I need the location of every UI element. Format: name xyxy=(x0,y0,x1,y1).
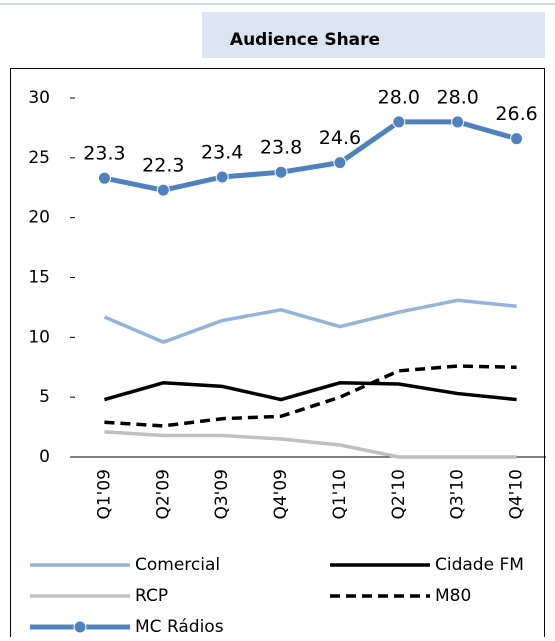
data-label: 24.6 xyxy=(319,127,361,149)
series-line xyxy=(104,430,517,459)
series-line xyxy=(103,298,517,345)
x-tick-label: Q2'10 xyxy=(389,469,409,520)
y-tick-label: 0 xyxy=(39,447,50,467)
legend-label: MC Rádios xyxy=(135,617,224,637)
data-label: 28.0 xyxy=(437,86,479,108)
title-box xyxy=(202,12,545,58)
point xyxy=(510,132,524,146)
y-tick-label: 5 xyxy=(39,387,50,407)
point xyxy=(97,171,111,185)
legend-label: M80 xyxy=(435,586,471,606)
point xyxy=(215,170,229,184)
x-tick-label: Q3'10 xyxy=(448,469,468,520)
data-label: 23.8 xyxy=(260,137,302,159)
data-label: 22.3 xyxy=(142,155,184,177)
data-label: 26.6 xyxy=(495,103,537,125)
y-tick-label: 15 xyxy=(28,268,50,288)
data-label: 23.3 xyxy=(83,143,125,165)
y-tick-label: 10 xyxy=(28,327,50,347)
legend-marker xyxy=(73,620,87,634)
legend-label: RCP xyxy=(135,586,168,606)
x-tick-label: Q3'09 xyxy=(212,469,232,520)
y-tick-label: 25 xyxy=(28,148,50,168)
series-line xyxy=(103,381,517,402)
series-line xyxy=(103,119,518,193)
point xyxy=(333,156,347,170)
legend-label: Cidade FM xyxy=(435,555,524,575)
legend-label: Comercial xyxy=(135,555,220,575)
data-label: 28.0 xyxy=(378,86,420,108)
point xyxy=(156,183,170,197)
series-line xyxy=(104,364,517,428)
point xyxy=(451,115,465,129)
y-tick-label: 30 xyxy=(28,88,50,108)
x-tick-label: Q1'09 xyxy=(94,469,114,520)
x-tick-label: Q4'10 xyxy=(507,469,527,520)
x-tick-label: Q4'09 xyxy=(271,469,291,520)
chart-title: Audience Share xyxy=(230,30,380,50)
y-tick-label: 20 xyxy=(28,208,50,228)
point xyxy=(392,115,406,129)
x-tick-label: Q2'09 xyxy=(153,469,173,520)
data-label: 23.4 xyxy=(201,141,243,163)
point xyxy=(274,165,288,179)
x-tick-label: Q1'10 xyxy=(330,469,350,520)
